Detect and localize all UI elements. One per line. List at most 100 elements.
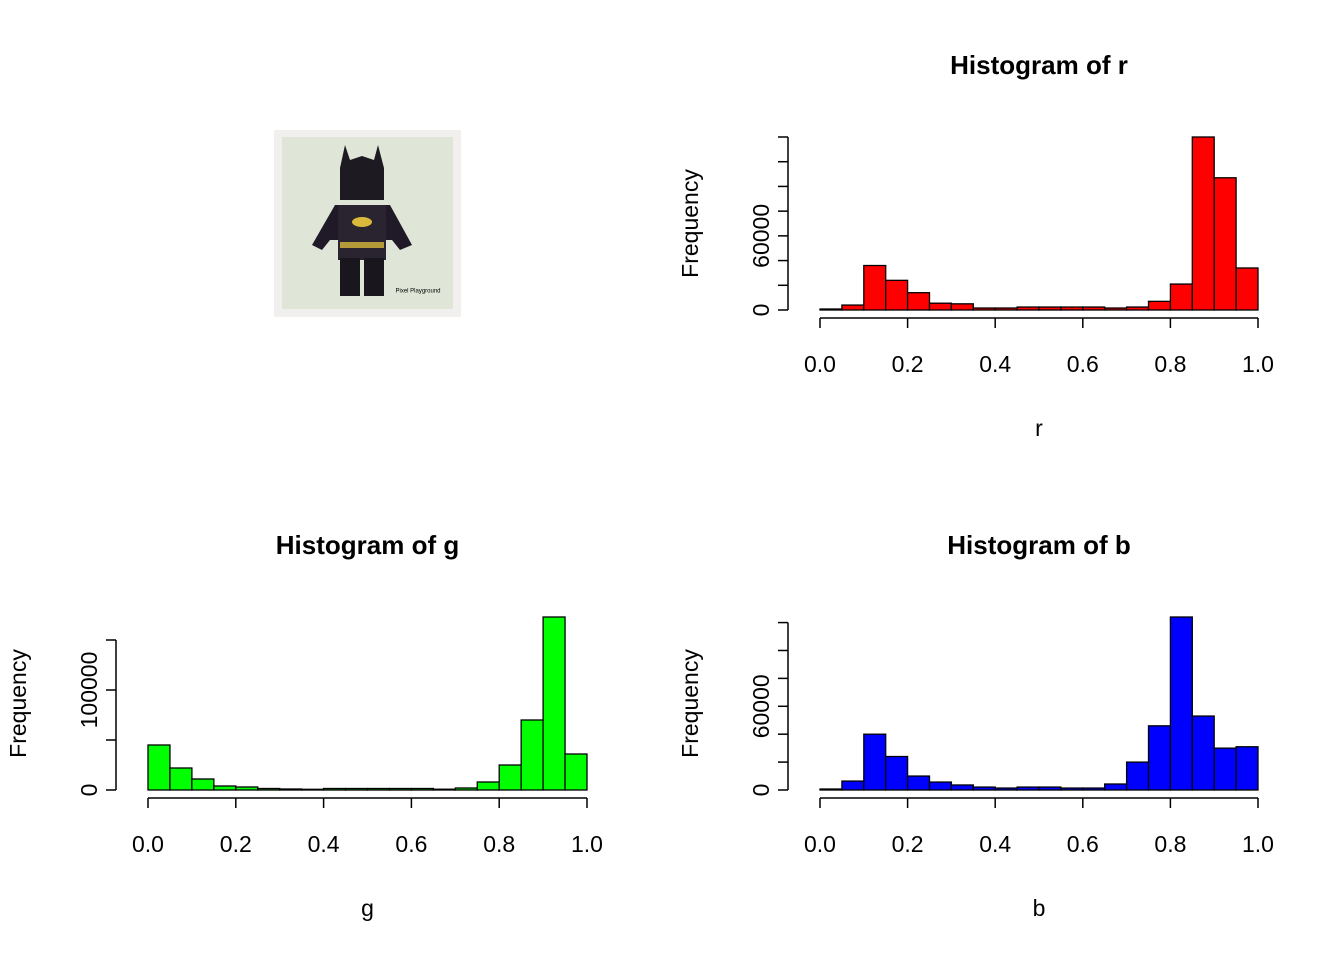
histogram-bar: [1147, 725, 1172, 791]
histogram-bar: [885, 755, 909, 791]
chart-title: Histogram of g: [276, 530, 459, 560]
x-tick-label: 0.0: [804, 831, 836, 857]
y-axis-label: Frequency: [677, 649, 703, 758]
histogram-bar: [1016, 786, 1040, 791]
x-axis-label: b: [1033, 895, 1046, 921]
histogram-bar: [322, 787, 347, 791]
histogram-bar: [863, 264, 887, 311]
x-axis-label: r: [1035, 415, 1043, 441]
x-tick-label: 0.4: [979, 351, 1011, 377]
y-axis-label: Frequency: [5, 649, 31, 758]
x-tick-label: 1.0: [571, 831, 603, 857]
histogram-bar: [213, 785, 237, 791]
histogram-bar: [1191, 715, 1215, 791]
y-tick-label: 60000: [748, 674, 774, 738]
batman-head: [340, 145, 384, 200]
histogram-bar: [885, 279, 909, 311]
x-tick-label: 0.8: [1154, 351, 1186, 377]
histogram-bar: [819, 308, 843, 311]
histogram-bar: [841, 780, 865, 791]
y-tick-label: 0: [76, 784, 102, 797]
x-tick-label: 0.2: [892, 831, 924, 857]
batman-torso: [338, 205, 386, 260]
histogram-bar: [1038, 786, 1062, 791]
x-tick-label: 0.6: [1067, 351, 1099, 377]
histogram-bar: [819, 788, 843, 791]
histogram-bar: [498, 764, 522, 791]
histogram-bar: [928, 302, 953, 311]
x-tick-label: 0.6: [395, 831, 427, 857]
histogram-bar: [191, 778, 215, 791]
histogram-bar: [257, 787, 281, 791]
histogram-bar: [476, 781, 500, 791]
histogram-bar: [1104, 783, 1128, 791]
x-tick-label: 1.0: [1242, 351, 1274, 377]
histogram-bar: [520, 719, 544, 791]
x-tick-label: 0.2: [892, 351, 924, 377]
batman-leg: [364, 258, 384, 296]
histogram-bar: [344, 787, 369, 791]
histogram-bar: [279, 788, 303, 791]
y-tick-label: 100000: [76, 652, 102, 729]
histogram-bar: [564, 753, 588, 791]
histogram-bar: [1082, 787, 1106, 791]
x-tick-label: 0.4: [979, 831, 1011, 857]
histogram-bar: [388, 787, 413, 791]
histogram-bar: [1147, 300, 1172, 311]
chart-title: Histogram of b: [947, 530, 1130, 560]
histogram-bar: [863, 733, 887, 791]
histogram-bar: [928, 781, 953, 791]
histogram-bar: [1016, 306, 1040, 311]
histogram-bar: [300, 788, 325, 791]
histogram-bar: [1104, 307, 1128, 311]
histogram-bar: [841, 304, 865, 311]
histogram-bar: [454, 787, 478, 791]
histogram-bar: [366, 787, 391, 791]
x-tick-label: 0.8: [483, 831, 515, 857]
histogram-bar: [1169, 616, 1193, 791]
histogram-bar: [1060, 306, 1084, 311]
x-tick-label: 0.8: [1154, 831, 1186, 857]
histogram-bar: [1235, 267, 1259, 311]
photo: Pixel Playground: [274, 130, 461, 317]
histogram-bar: [972, 307, 996, 311]
y-axis-label: Frequency: [677, 169, 703, 278]
histogram-bar: [1082, 306, 1106, 311]
histogram-bar: [1213, 177, 1237, 311]
histogram-bar: [169, 767, 193, 791]
histogram-bar: [906, 292, 931, 311]
photo-watermark: Pixel Playground: [395, 289, 440, 295]
x-tick-label: 0.0: [132, 831, 164, 857]
histogram-bar: [972, 786, 996, 791]
histogram-bar: [950, 303, 974, 311]
x-tick-label: 1.0: [1242, 831, 1274, 857]
x-axis-label: g: [361, 895, 374, 921]
histogram-bar: [542, 616, 566, 791]
x-tick-label: 0.6: [1067, 831, 1099, 857]
histogram-bar: [994, 307, 1018, 311]
batman-logo: [352, 217, 372, 227]
histogram-bar: [1125, 306, 1150, 311]
histogram-bar: [1038, 306, 1062, 311]
histogram-bar: [1213, 747, 1237, 791]
histogram-bar: [1191, 136, 1215, 311]
histogram-bar: [410, 787, 434, 791]
x-tick-label: 0.4: [308, 831, 340, 857]
histogram-bar: [906, 775, 931, 791]
histogram-bar: [432, 788, 456, 791]
chart-title: Histogram of r: [950, 50, 1128, 80]
y-tick-label: 0: [748, 784, 774, 797]
histogram-bar: [1125, 761, 1150, 791]
histogram-bar: [1235, 746, 1259, 791]
batman-belt: [340, 242, 384, 248]
histogram-bar: [1169, 283, 1193, 311]
y-tick-label: 60000: [748, 204, 774, 268]
x-tick-label: 0.2: [220, 831, 252, 857]
histogram-bar: [235, 786, 259, 791]
y-tick-label: 0: [748, 304, 774, 317]
histogram-bar: [1060, 787, 1084, 791]
batman-leg: [340, 258, 360, 296]
x-tick-label: 0.0: [804, 351, 836, 377]
histogram-bar: [950, 784, 974, 791]
